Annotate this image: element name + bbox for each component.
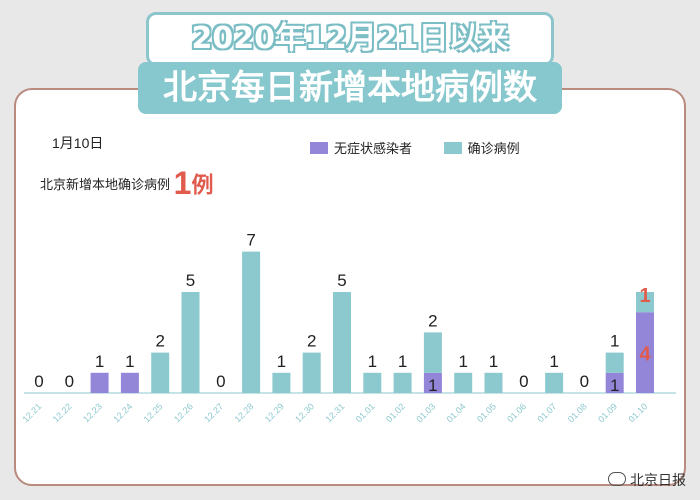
data-label: 0 [216,372,225,391]
data-label-confirmed: 1 [610,332,619,351]
bar-confirmed [393,372,412,393]
data-label-confirmed: 2 [428,311,437,330]
bar-confirmed [151,352,170,393]
title-date-range: 2020年12月21日以来 [146,12,554,66]
legend-swatch-asymptomatic [310,142,328,154]
bar-asymptomatic [120,372,139,393]
x-tick-label: 01.07 [536,401,559,424]
data-label: 0 [580,372,589,391]
notice-unit: 例 [191,172,214,198]
x-tick-label: 01.01 [354,401,377,424]
x-tick-label: 12.21 [20,401,43,424]
legend-item-confirmed: 确诊病例 [443,138,520,157]
x-tick-label: 12.30 [293,401,316,424]
bar-asymptomatic [90,372,109,393]
bar-confirmed [605,352,624,373]
chart-frame [14,88,686,486]
bar-confirmed [545,372,564,393]
data-label-asymptomatic: 4 [639,344,651,366]
data-label: 1 [368,352,377,371]
legend-label-asymptomatic: 无症状感染者 [334,141,413,156]
x-tick-label: 12.26 [172,401,195,424]
data-label: 7 [246,231,255,250]
legend-swatch-confirmed [443,142,462,154]
data-label: 0 [34,372,43,391]
data-label: 1 [125,352,134,371]
bar-confirmed [242,251,261,393]
bar-confirmed [636,292,654,313]
data-label: 1 [277,352,286,371]
notice-date: 1月10日 [52,135,104,151]
x-tick-label: 12.22 [51,401,74,424]
legend-item-asymptomatic: 无症状感染者 [310,138,412,157]
data-label: 2 [307,332,316,351]
data-label: 1 [458,352,467,371]
x-tick-label: 01.06 [505,401,528,424]
wechat-icon [608,472,626,486]
x-tick-label: 12.23 [81,401,104,424]
data-label: 5 [186,271,195,290]
data-label-confirmed: 1 [639,285,650,307]
data-label: 1 [489,352,498,371]
bar-confirmed [484,372,503,393]
x-tick-label: 12.27 [202,401,225,424]
notice-count: 1 [173,165,192,201]
data-label-asymptomatic: 1 [428,376,437,395]
bar-asymptomatic [423,372,442,393]
x-tick-label: 12.25 [142,401,165,424]
bar-confirmed [181,292,200,393]
bar-asymptomatic [605,372,624,393]
watermark: 北京日报 [608,470,686,490]
data-label: 1 [95,352,104,371]
data-label: 0 [65,372,74,391]
x-tick-label: 01.05 [475,401,498,424]
notice-label: 北京新增本地确诊病例 [40,177,171,192]
bar-asymptomatic [636,312,654,393]
data-label: 1 [398,352,407,371]
x-tick-label: 01.03 [414,401,437,424]
x-tick-label: 01.10 [626,401,649,424]
data-label: 5 [337,271,346,290]
data-label-asymptomatic: 1 [610,376,619,395]
watermark-text: 北京日报 [630,472,686,488]
data-label: 0 [519,372,528,391]
x-tick-label: 12.29 [263,401,286,424]
bar-confirmed [454,372,473,393]
data-label: 1 [549,352,558,371]
daily-notice: 1月10日 北京新增本地确诊病例 1例 [40,133,213,202]
legend-label-confirmed: 确诊病例 [467,141,520,156]
chart-title: 北京每日新增本地病例数 [138,62,562,114]
data-label: 2 [155,332,164,351]
bar-confirmed [333,292,351,393]
x-tick-label: 12.28 [233,401,256,424]
bar-confirmed [423,332,442,373]
bar-confirmed [272,372,291,393]
chart-legend: 无症状感染者 确诊病例 [310,138,548,157]
title-banner: 2020年12月21日以来 北京每日新增本地病例数 [138,10,562,114]
x-tick-label: 12.24 [111,401,134,424]
x-tick-label: 12.31 [323,401,346,424]
x-tick-label: 01.08 [566,401,589,424]
bar-confirmed [302,352,321,393]
x-tick-label: 01.02 [384,401,407,424]
x-tick-label: 01.04 [445,401,468,424]
x-tick-label: 01.09 [596,401,619,424]
bar-confirmed [363,372,382,393]
notice-line: 北京新增本地确诊病例 1例 [40,165,213,202]
